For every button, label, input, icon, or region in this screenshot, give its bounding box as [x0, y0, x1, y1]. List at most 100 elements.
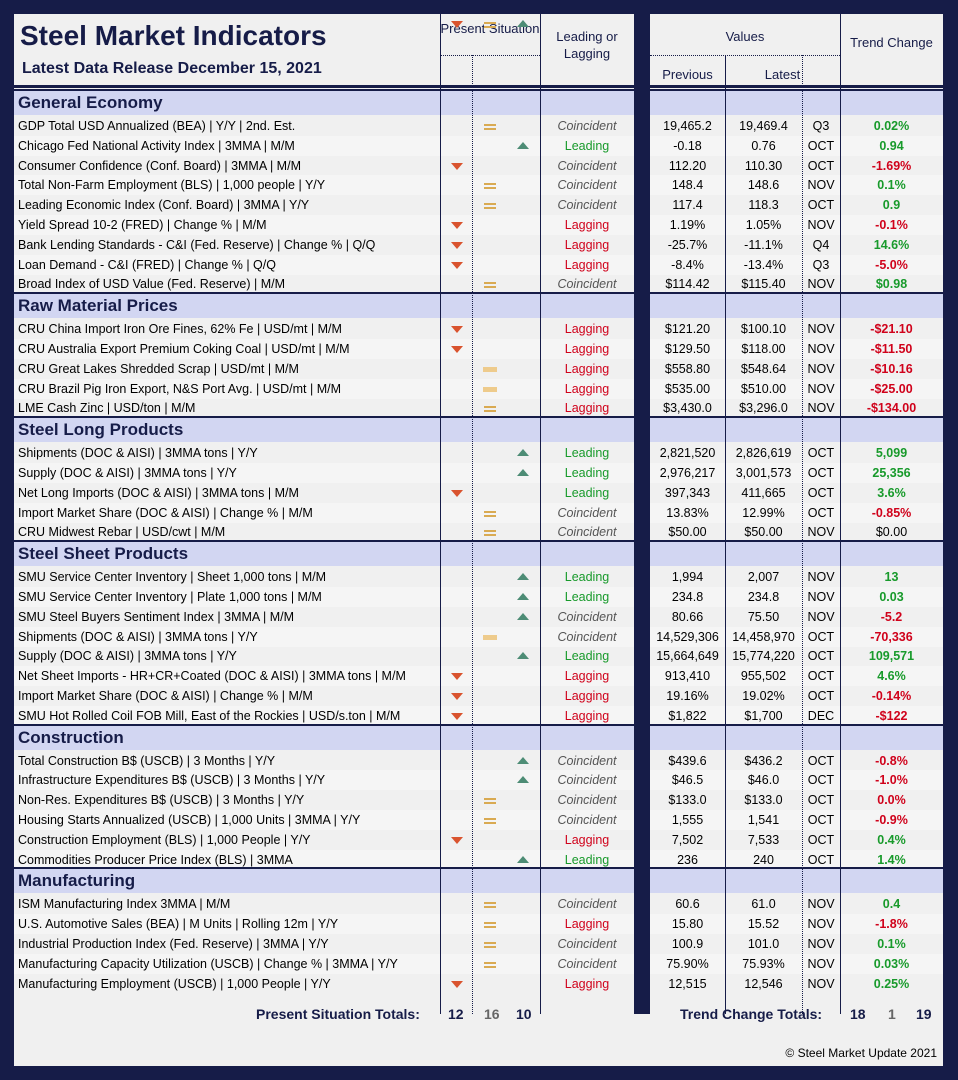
previous-value: 7,502 — [671, 832, 704, 847]
indicator-name: Loan Demand - C&I (FRED) | Change % | Q/… — [18, 257, 276, 272]
period: Q3 — [812, 119, 830, 133]
trend-totals-label: Trend Change Totals: — [680, 1006, 823, 1022]
up-arrow-icon — [517, 776, 529, 784]
latest-value: 240 — [753, 852, 774, 867]
indicator-type: Lagging — [564, 689, 610, 703]
down-arrow-icon — [451, 222, 463, 229]
values-header: Values — [725, 29, 765, 44]
trend-total-equal: 1 — [888, 1006, 896, 1022]
previous-value: 112.20 — [668, 158, 707, 173]
period: DEC — [807, 708, 835, 723]
equal-icon — [484, 183, 496, 190]
down-arrow-icon — [451, 980, 463, 988]
indicator-type: Leading — [564, 446, 610, 461]
indicator-name: Consumer Confidence (Conf. Board) | 3MMA… — [18, 158, 301, 173]
trend-change: 0.03% — [873, 956, 910, 971]
trend-change: -0.1% — [875, 218, 908, 232]
indicator-type: Lagging — [564, 237, 610, 252]
trend-total-up: 19 — [916, 1006, 932, 1022]
copyright: © Steel Market Update 2021 — [785, 1046, 937, 1060]
leading-lagging-header: Leading or Lagging — [556, 29, 618, 61]
previous-value: 1,994 — [671, 570, 704, 585]
down-arrow-icon — [451, 346, 463, 353]
period: OCT — [807, 753, 835, 768]
previous-value: $439.6 — [668, 753, 707, 768]
section-header: Raw Material Prices — [14, 292, 943, 319]
latest-value: 14,458,970 — [732, 629, 795, 644]
table-header: Steel Market Indicators Latest Data Rele… — [14, 14, 943, 88]
period: NOV — [807, 342, 835, 356]
up-arrow-icon — [517, 141, 529, 149]
latest-value: 19,469.4 — [739, 119, 788, 133]
trend-change: -$134.00 — [866, 401, 917, 416]
indicator-name: Import Market Share (DOC & AISI) | Chang… — [18, 505, 313, 520]
trend-change: -$21.10 — [870, 322, 913, 337]
period: NOV — [807, 609, 835, 624]
indicator-name: LME Cash Zinc | USD/ton | M/M — [18, 401, 196, 416]
down-arrow-icon — [451, 693, 463, 700]
down-arrow-icon — [451, 261, 463, 269]
previous-value: 234.8 — [671, 590, 704, 604]
indicator-type: Coincident — [557, 753, 617, 768]
indicator-row: Yield Spread 10-2 (FRED) | Change % | M/… — [14, 215, 943, 235]
indicator-type: Coincident — [557, 525, 617, 540]
indicator-name: Manufacturing Capacity Utilization (USCB… — [18, 956, 398, 971]
up-arrow-icon — [517, 855, 529, 863]
indicator-row: SMU Steel Buyers Sentiment Index | 3MMA … — [14, 607, 943, 627]
trend-change: 0.4 — [882, 897, 901, 912]
latest-value: $3,296.0 — [739, 401, 788, 416]
indicator-row: GDP Total USD Annualized (BEA) | Y/Y | 2… — [14, 116, 943, 136]
indicator-name: Housing Starts Annualized (USCB) | 1,000… — [18, 813, 361, 827]
indicator-row: CRU Midwest Rebar | USD/cwt | M/M Coinci… — [14, 522, 943, 542]
indicator-row: Shipments (DOC & AISI) | 3MMA tons | Y/Y… — [14, 443, 943, 463]
period: OCT — [807, 669, 835, 684]
trend-change: -0.8% — [875, 753, 908, 768]
indicator-row: Bank Lending Standards - C&I (Fed. Reser… — [14, 235, 943, 255]
previous-value: $121.20 — [664, 322, 711, 337]
indicator-name: CRU Australia Export Premium Coking Coal… — [18, 342, 350, 356]
trend-change: 4.6% — [877, 669, 906, 684]
latest-value: 118.3 — [748, 198, 779, 213]
trend-change: -1.69% — [871, 158, 912, 173]
indicator-row: Commodities Producer Price Index (BLS) |… — [14, 849, 943, 870]
latest-value: $548.64 — [740, 361, 787, 376]
indicator-row: Manufacturing Employment (USCB) | 1,000 … — [14, 974, 943, 994]
indicator-type: Coincident — [557, 609, 617, 624]
previous-value: 100.9 — [671, 937, 704, 951]
indicator-type: Coincident — [557, 277, 617, 292]
down-arrow-icon — [451, 712, 463, 720]
trend-change: 109,571 — [868, 649, 915, 664]
indicator-type: Coincident — [557, 813, 617, 827]
trend-change: -70,336 — [870, 629, 913, 644]
trend-change: 0.02% — [873, 119, 910, 133]
previous-value: $50.00 — [668, 525, 707, 540]
indicator-row: Consumer Confidence (Conf. Board) | 3MMA… — [14, 156, 943, 176]
latest-value: $115.40 — [741, 277, 786, 292]
up-arrow-icon — [517, 612, 529, 620]
indicator-row: Import Market Share (DOC & AISI) | Chang… — [14, 502, 943, 523]
trend-change: 13 — [884, 570, 899, 585]
previous-value: 117.4 — [672, 198, 703, 213]
subtitle: Latest Data Release December 15, 2021 — [22, 60, 322, 77]
latest-value: -11.1% — [744, 237, 783, 252]
indicator-row: Non-Res. Expenditures B$ (USCB) | 3 Mont… — [14, 790, 943, 810]
period: Q4 — [812, 237, 830, 252]
up-arrow-icon — [517, 652, 529, 660]
indicator-type: Coincident — [557, 158, 617, 173]
latest-value: 2,826,619 — [735, 446, 792, 461]
trend-change: 5,099 — [875, 446, 908, 461]
down-arrow-icon — [451, 673, 463, 681]
latest-value: $436.2 — [744, 753, 783, 768]
indicator-type: Leading — [564, 138, 610, 153]
latest-value: 2,007 — [747, 570, 780, 585]
section-title: Manufacturing — [18, 871, 136, 891]
trend-change: -0.14% — [871, 689, 912, 703]
indicator-row: Construction Employment (BLS) | 1,000 Pe… — [14, 830, 943, 850]
trend-total-down: 18 — [850, 1006, 866, 1022]
section-header: Manufacturing — [14, 867, 943, 894]
indicator-row: Manufacturing Capacity Utilization (USCB… — [14, 953, 943, 974]
up-arrow-icon — [517, 756, 529, 764]
period: NOV — [807, 937, 835, 951]
indicator-row: CRU Brazil Pig Iron Export, N&S Port Avg… — [14, 378, 943, 399]
latest-value: 12.99% — [742, 505, 785, 520]
